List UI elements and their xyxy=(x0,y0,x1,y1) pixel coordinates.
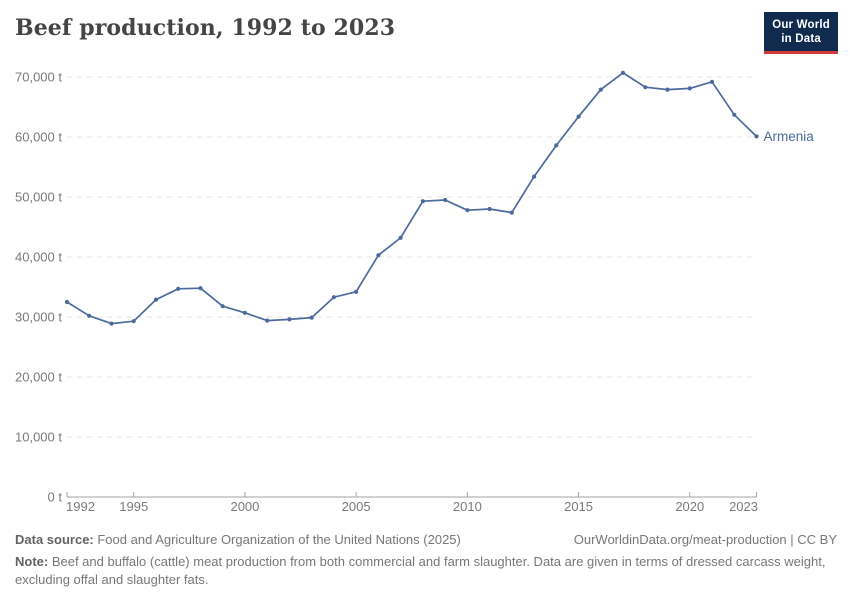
chart-title: Beef production, 1992 to 2023 xyxy=(15,15,396,41)
data-point[interactable] xyxy=(532,174,537,179)
data-point[interactable] xyxy=(754,134,759,139)
data-point[interactable] xyxy=(220,304,225,309)
data-point[interactable] xyxy=(87,313,92,318)
data-point[interactable] xyxy=(398,235,403,240)
series-label-armenia: Armenia xyxy=(764,129,815,144)
data-point[interactable] xyxy=(198,286,203,291)
data-source-label: Data source: xyxy=(15,532,94,547)
footer-note-text: Beef and buffalo (cattle) meat productio… xyxy=(15,554,826,587)
x-tick-label: 2010 xyxy=(453,499,482,514)
data-point[interactable] xyxy=(509,210,514,215)
data-point[interactable] xyxy=(64,299,70,305)
data-point[interactable] xyxy=(131,319,136,324)
data-point[interactable] xyxy=(309,315,314,320)
data-point[interactable] xyxy=(331,295,336,300)
data-point[interactable] xyxy=(643,85,648,90)
data-source: Data source: Food and Agriculture Organi… xyxy=(15,531,461,549)
x-tick-label: 1995 xyxy=(119,499,148,514)
data-point[interactable] xyxy=(287,317,292,322)
data-point[interactable] xyxy=(176,286,181,291)
x-tick-label: 2015 xyxy=(564,499,593,514)
data-point[interactable] xyxy=(732,112,737,117)
y-tick-label: 10,000 t xyxy=(15,430,62,445)
data-point[interactable] xyxy=(487,206,492,212)
x-tick-label: 2023 xyxy=(729,499,758,514)
y-tick-label: 0 t xyxy=(48,490,63,505)
data-point[interactable] xyxy=(109,321,114,326)
x-tick-label: 2020 xyxy=(675,499,704,514)
x-tick-label: 2000 xyxy=(230,499,259,514)
data-point[interactable] xyxy=(376,253,381,258)
data-point[interactable] xyxy=(709,79,715,84)
footer-note-label: Note: xyxy=(15,554,49,569)
data-point[interactable] xyxy=(354,289,359,294)
data-source-text: Food and Agriculture Organization of the… xyxy=(93,532,461,547)
data-point[interactable] xyxy=(265,318,270,323)
owid-logo[interactable]: Our World in Data xyxy=(764,12,838,55)
y-tick-label: 70,000 t xyxy=(15,70,62,85)
data-point[interactable] xyxy=(443,197,448,203)
data-point[interactable] xyxy=(420,199,425,204)
y-tick-label: 40,000 t xyxy=(15,250,62,265)
data-point[interactable] xyxy=(598,87,603,92)
data-point[interactable] xyxy=(576,114,581,119)
owid-logo-line2: in Data xyxy=(781,32,821,45)
y-tick-label: 20,000 t xyxy=(15,370,62,385)
data-point[interactable] xyxy=(242,310,247,315)
footer-note: Note: Beef and buffalo (cattle) meat pro… xyxy=(15,553,837,589)
y-tick-label: 30,000 t xyxy=(15,310,62,325)
data-point[interactable] xyxy=(620,70,626,75)
data-point[interactable] xyxy=(554,143,559,148)
owid-logo-line1: Our World xyxy=(772,19,830,31)
data-line xyxy=(66,71,758,325)
x-tick-label: 2005 xyxy=(342,499,371,514)
chart-footer: Data source: Food and Agriculture Organi… xyxy=(15,531,837,589)
data-point[interactable] xyxy=(665,87,670,92)
data-point[interactable] xyxy=(687,86,692,91)
footer-license-link[interactable]: OurWorldinData.org/meat-production | CC … xyxy=(573,532,837,547)
data-point[interactable] xyxy=(153,297,159,302)
y-tick-label: 50,000 t xyxy=(15,190,62,205)
data-point[interactable] xyxy=(465,208,470,213)
x-tick-label: 1992 xyxy=(66,499,95,514)
y-tick-label: 60,000 t xyxy=(15,130,62,145)
